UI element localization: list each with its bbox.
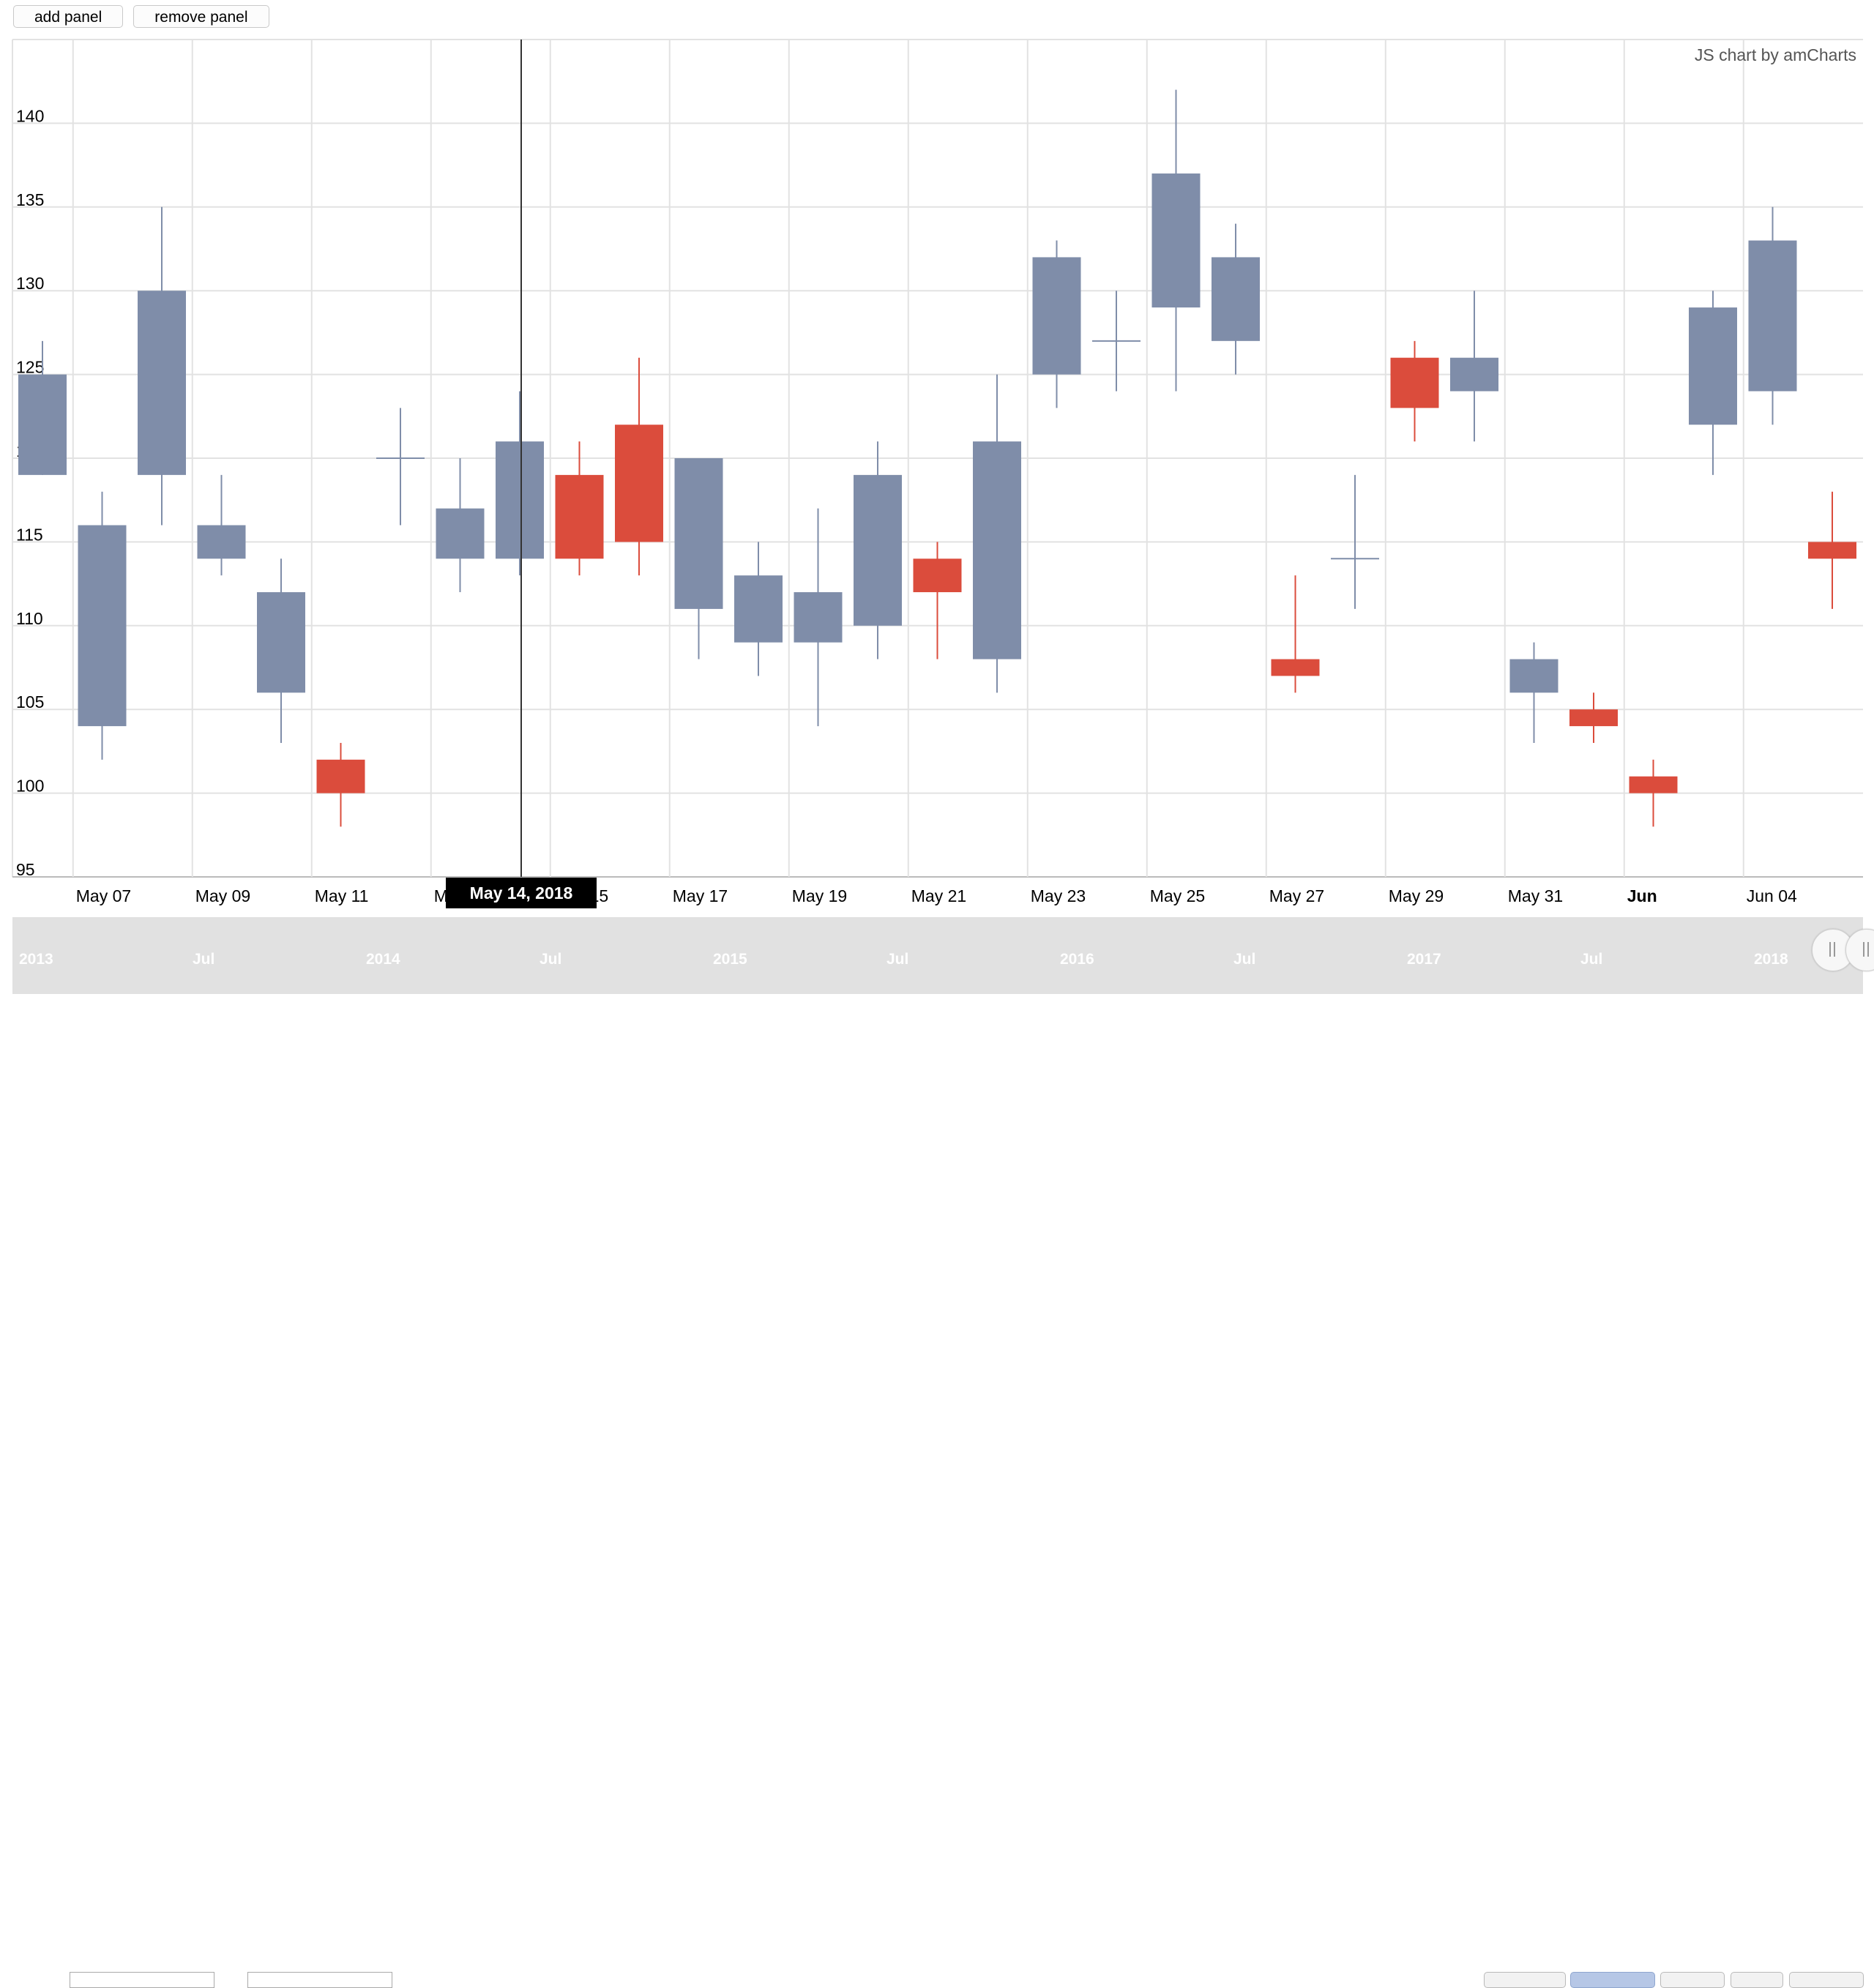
chart-scrollbar[interactable]: 2013 Jul 2014 Jul 2015 Jul 2016 Jul 2017 Jul 2018: [12, 917, 1874, 994]
candle-body[interactable]: [197, 525, 246, 559]
remove-panel-button[interactable]: remove panel: [133, 5, 269, 28]
y-tick-label: 135: [16, 190, 44, 209]
y-tick-label: 140: [16, 106, 44, 125]
candle-body[interactable]: [18, 374, 67, 475]
scrollbar-date-label: 2015: [713, 951, 747, 968]
scrollbar-date-label: 2017: [1407, 951, 1441, 968]
x-tick-label: May 23: [1031, 886, 1086, 905]
candle-body[interactable]: [257, 592, 305, 693]
scrollbar-date-label: Jul: [193, 951, 215, 968]
y-tick-label: 100: [16, 777, 44, 796]
candle-body[interactable]: [436, 508, 485, 559]
candle-body[interactable]: [1748, 240, 1797, 392]
y-tick-label: 125: [16, 358, 44, 377]
add-panel-button[interactable]: add panel: [13, 5, 124, 28]
y-tick-label: 110: [16, 609, 43, 628]
x-tick-label: May 27: [1269, 886, 1324, 905]
candle-body[interactable]: [794, 592, 843, 643]
period-from-input[interactable]: [70, 1972, 214, 1988]
scrollbar-right-handle[interactable]: [1845, 929, 1874, 971]
x-tick-label: May 11: [315, 886, 369, 905]
candle-body[interactable]: [1569, 709, 1618, 727]
x-tick-label: May 07: [76, 886, 131, 905]
scrollbar-date-label: 2018: [1754, 951, 1788, 968]
period-selector-area: [0, 984, 1874, 1988]
candle-body[interactable]: [316, 759, 365, 793]
scrollbar-date-label: Jul: [1580, 951, 1603, 968]
y-tick-label: 115: [16, 525, 43, 544]
candle-body[interactable]: [555, 474, 604, 559]
candle-body[interactable]: [1032, 257, 1081, 375]
candle-body[interactable]: [1390, 357, 1439, 408]
scrollbar-left-handle[interactable]: [1812, 929, 1854, 971]
candle-body[interactable]: [734, 575, 783, 643]
grip-icon: [1829, 942, 1835, 957]
candle-body[interactable]: [674, 458, 723, 609]
candle-body[interactable]: [615, 425, 663, 542]
cursor-date-label: May 14, 2018: [470, 883, 573, 903]
x-tick-label: May 25: [1150, 886, 1205, 905]
y-tick-label: 95: [16, 860, 35, 879]
scrollbar-date-label: Jul: [540, 951, 562, 968]
x-tick-label: Jun: [1627, 886, 1657, 905]
scrollbar-date-label: 2013: [19, 951, 53, 968]
candle-body[interactable]: [1629, 776, 1678, 793]
candle-body[interactable]: [1212, 257, 1260, 341]
y-tick-label: 130: [16, 274, 44, 293]
candle-body[interactable]: [1151, 173, 1201, 308]
x-tick-label: May 29: [1389, 886, 1444, 905]
candle-body[interactable]: [78, 525, 127, 727]
chart-credit-link[interactable]: JS chart by amCharts: [1694, 45, 1856, 64]
period-to-input[interactable]: [247, 1972, 392, 1988]
candle-body[interactable]: [1808, 542, 1856, 559]
scrollbar-date-label: Jul: [886, 951, 909, 968]
candle-body[interactable]: [1271, 659, 1320, 676]
scrollbar-date-label: 2014: [366, 951, 400, 968]
candle-body[interactable]: [1450, 357, 1498, 392]
toolbar: add panel remove panel: [13, 5, 269, 30]
x-tick-label: May 19: [792, 886, 847, 905]
cursor-date-balloon: [446, 878, 597, 908]
candle-body[interactable]: [913, 558, 962, 593]
scrollbar-date-label: Jul: [1233, 951, 1256, 968]
period-button[interactable]: [1789, 1972, 1864, 1988]
x-tick-label: May 31: [1508, 886, 1563, 905]
candle-body[interactable]: [138, 291, 186, 475]
x-tick-label: Jun 04: [1747, 886, 1797, 905]
grip-icon: [1863, 942, 1869, 957]
x-tick-label: May 17: [673, 886, 728, 905]
period-button[interactable]: [1731, 1972, 1783, 1988]
candle-body[interactable]: [1689, 307, 1737, 425]
y-tick-label: 105: [16, 692, 44, 711]
period-button-selected[interactable]: [1570, 1972, 1655, 1988]
x-tick-label: May 21: [911, 886, 966, 905]
candle-body[interactable]: [1509, 659, 1558, 693]
candle-body[interactable]: [496, 441, 544, 559]
x-tick-label: May 09: [195, 886, 250, 905]
candle-body[interactable]: [973, 441, 1021, 659]
period-button[interactable]: [1484, 1972, 1566, 1988]
scrollbar-date-label: 2016: [1060, 951, 1094, 968]
candle-body[interactable]: [854, 474, 902, 626]
period-button[interactable]: [1660, 1972, 1725, 1988]
